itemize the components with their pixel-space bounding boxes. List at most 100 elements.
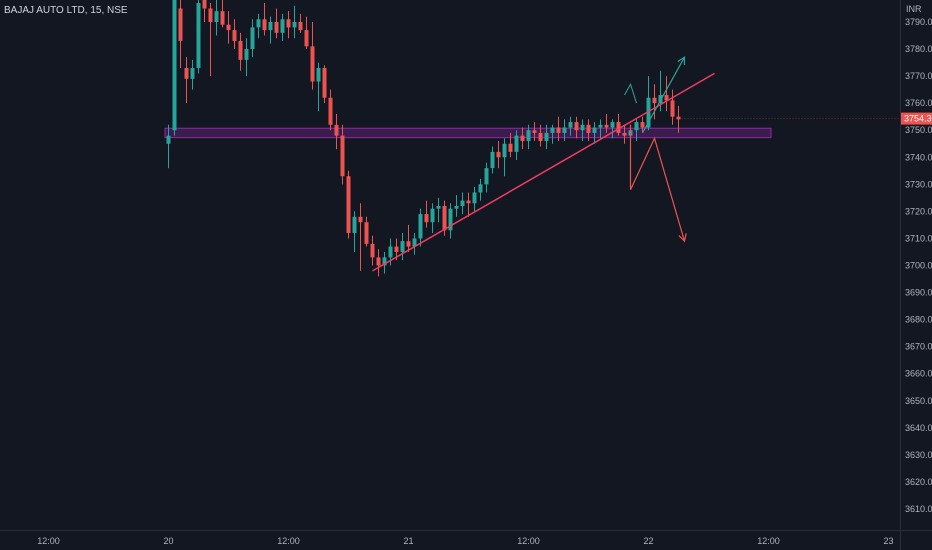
candle-body <box>622 132 627 136</box>
price-tick-label: 3770.00 <box>905 71 932 81</box>
price-tick-label: 3690.00 <box>905 288 932 298</box>
price-tick-label: 3750.00 <box>905 125 932 135</box>
price-tick-label: 3740.00 <box>905 152 932 162</box>
candle-body <box>454 205 459 209</box>
candle-body <box>502 143 507 158</box>
price-tick-label: 3680.00 <box>905 315 932 325</box>
candle-body <box>664 95 669 101</box>
candle-body <box>238 40 243 60</box>
candle-body <box>172 0 177 131</box>
time-tick-label: 12:00 <box>757 536 780 546</box>
price-tick-label: 3780.00 <box>905 44 932 54</box>
candle-body <box>658 95 663 104</box>
candle-body <box>298 22 303 31</box>
down-arrow-head <box>678 233 687 243</box>
symbol-title[interactable]: BAJAJ AUTO LTD, 15, NSE <box>4 5 128 16</box>
candle-body <box>478 184 483 193</box>
candle-body <box>448 208 453 231</box>
candle-body <box>304 30 309 47</box>
candle-body <box>370 243 375 258</box>
candle-body <box>316 67 321 82</box>
candle-body <box>610 122 615 128</box>
candle-body <box>514 135 519 152</box>
candle-body <box>178 8 183 41</box>
price-tick-label: 3610.00 <box>905 504 932 514</box>
candle-body <box>346 176 351 234</box>
candle-body <box>412 238 417 247</box>
candle-body <box>598 124 603 128</box>
price-tick-label: 3720.00 <box>905 206 932 216</box>
time-axis: 1712:002012:002112:002212:002312:002412:… <box>37 536 893 546</box>
candle-body <box>436 205 441 209</box>
candle-body <box>640 122 645 128</box>
candle-body <box>562 127 567 133</box>
time-tick-label: 12:00 <box>277 536 300 546</box>
candle-body <box>586 124 591 133</box>
candle-body <box>544 132 549 142</box>
up-arrow-head <box>677 56 686 66</box>
candle-body <box>340 135 345 177</box>
candle-body <box>286 19 291 28</box>
candle-body <box>490 151 495 169</box>
price-tick-label: 3660.00 <box>905 369 932 379</box>
candle-body <box>190 67 195 79</box>
price-tick-label: 3640.00 <box>905 423 932 433</box>
candle-body <box>184 67 189 79</box>
last-price-badge <box>901 112 932 125</box>
price-tick-label: 3790.00 <box>905 17 932 27</box>
candle-body <box>616 122 621 133</box>
price-tick-label: 3670.00 <box>905 342 932 352</box>
candle-body <box>496 151 501 158</box>
up-projection-tip <box>624 82 637 104</box>
candle-body <box>328 97 333 125</box>
candle-body <box>466 200 471 204</box>
price-tick-label: 3700.00 <box>905 261 932 271</box>
candle-body <box>652 97 657 104</box>
candle-body <box>334 124 339 136</box>
candle-body <box>574 122 579 131</box>
candle-body <box>568 122 573 128</box>
candle-body <box>556 127 561 133</box>
candle-body <box>166 135 171 144</box>
candle-body <box>388 246 393 258</box>
candle-body <box>424 214 429 223</box>
time-tick-label: 22 <box>643 536 653 546</box>
candle-body <box>274 22 279 33</box>
candle-body <box>394 246 399 252</box>
candle-body <box>460 200 465 206</box>
price-tick-label: 3760.00 <box>905 98 932 108</box>
candle-body <box>670 100 675 117</box>
last-price-label: 3754.30 <box>904 114 932 124</box>
time-tick-label: 23 <box>883 536 893 546</box>
candle-body <box>442 205 447 231</box>
plot-area <box>0 0 900 530</box>
candle-body <box>256 19 261 28</box>
candle-body <box>406 241 411 247</box>
candle-body <box>400 241 405 252</box>
price-tick-label: 3630.00 <box>905 450 932 460</box>
candle-body <box>352 216 357 234</box>
candle-body <box>292 22 297 28</box>
candle-body <box>484 168 489 185</box>
candle-body <box>232 30 237 41</box>
candle-body <box>508 143 513 152</box>
candle-body <box>196 3 201 68</box>
candle-body <box>604 124 609 128</box>
candle-body <box>376 257 381 266</box>
candle-body <box>358 216 363 223</box>
candle-body <box>226 24 231 31</box>
price-axis: 3610.00 3620.00 3630.00 3640.00 3650.00 3660.… <box>905 4 932 514</box>
candle-body <box>430 208 435 223</box>
candle-body <box>634 122 639 131</box>
candle-body <box>202 0 207 9</box>
time-tick-label: 21 <box>403 536 413 546</box>
candle-body <box>592 127 597 133</box>
candle-body <box>244 49 249 60</box>
candle-body <box>250 27 255 50</box>
support-zone <box>164 127 772 139</box>
candle-body <box>520 135 525 142</box>
down-projection-path <box>629 124 686 242</box>
candle-body <box>532 130 537 133</box>
